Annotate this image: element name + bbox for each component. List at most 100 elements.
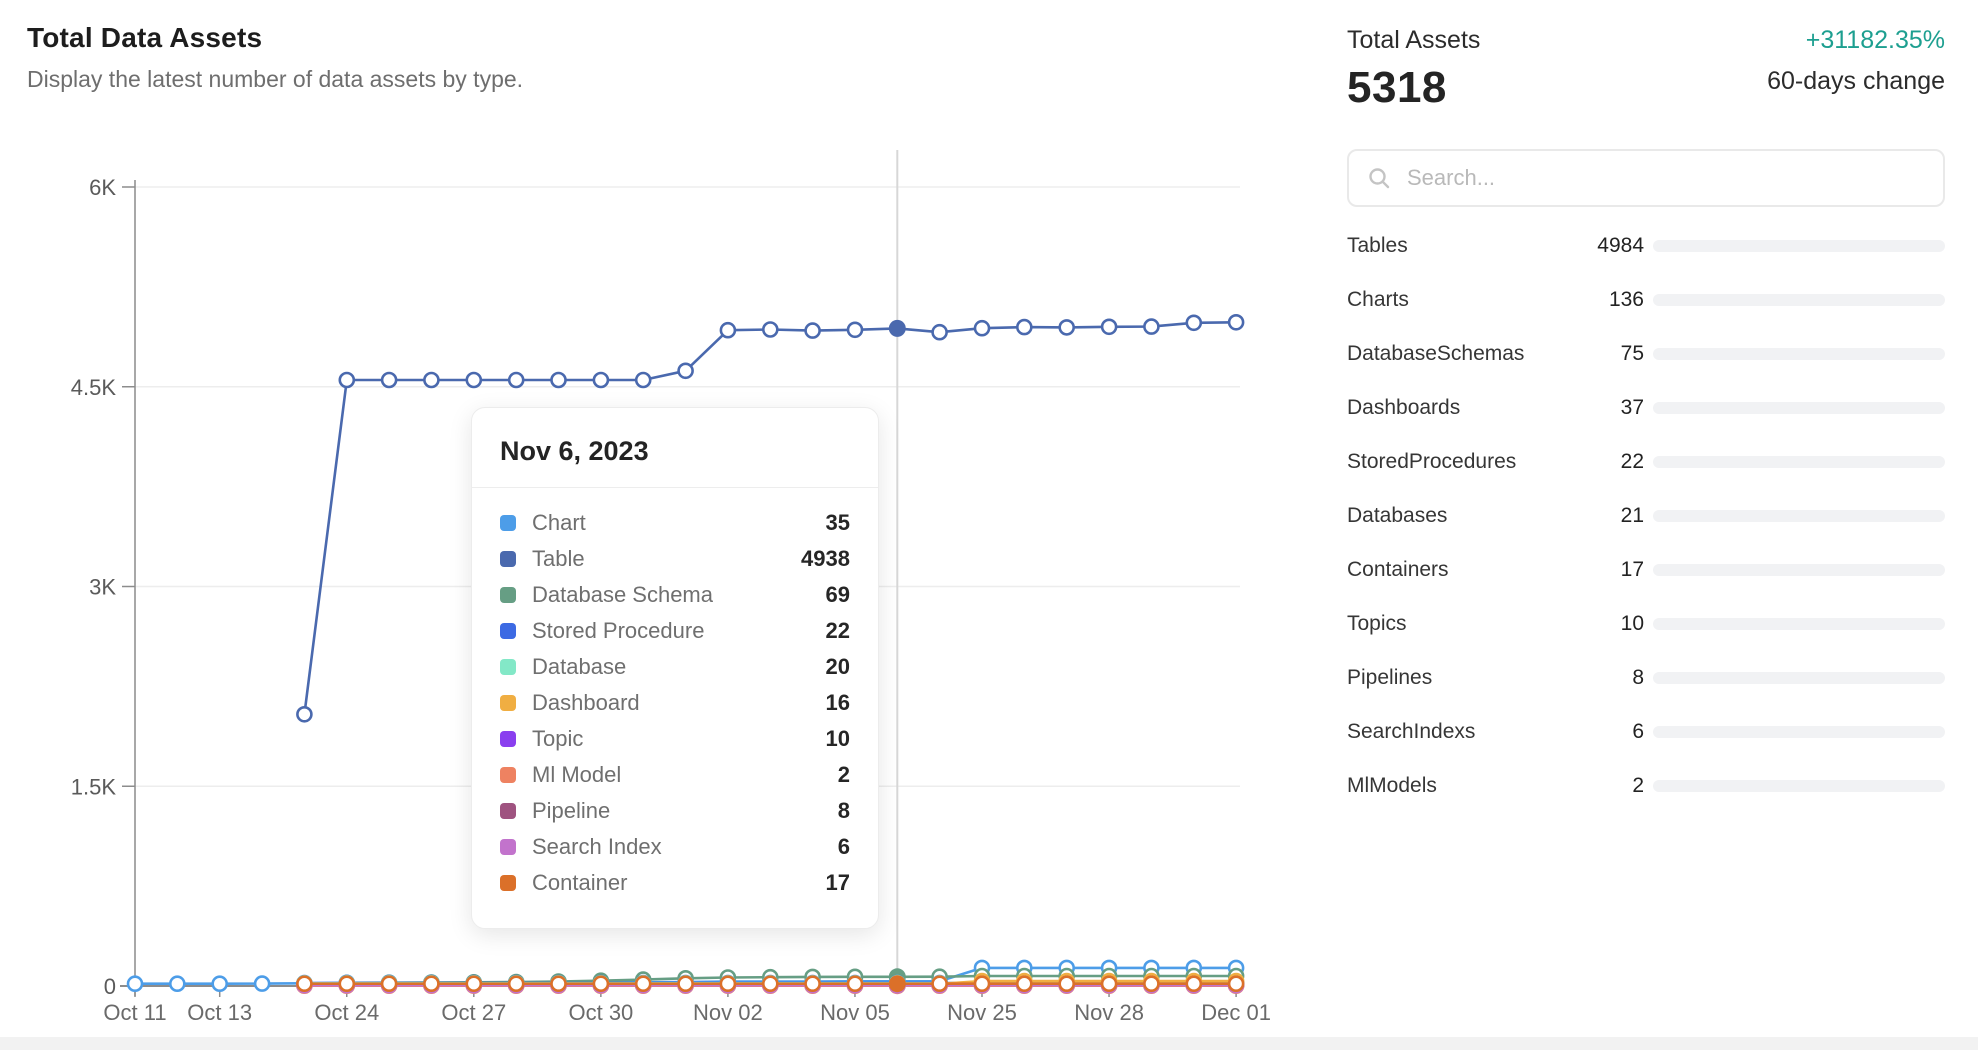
data-point bbox=[126, 975, 144, 993]
tooltip-date: Nov 6, 2023 bbox=[500, 436, 649, 466]
asset-type-count: 2 bbox=[1632, 774, 1644, 797]
data-point bbox=[634, 975, 652, 993]
data-point bbox=[169, 975, 186, 993]
tooltip-row: Container 17 bbox=[500, 870, 850, 895]
data-point bbox=[507, 975, 525, 993]
tooltip-series-value: 17 bbox=[825, 870, 850, 895]
tooltip-series-label: Topic bbox=[532, 726, 584, 751]
tooltip-series-value: 35 bbox=[825, 510, 850, 535]
asset-type-label: Pipelines bbox=[1347, 666, 1433, 689]
tooltip-series-value: 2 bbox=[837, 762, 850, 787]
highlighted-data-point bbox=[888, 319, 906, 337]
svg-text:0: 0 bbox=[104, 974, 116, 999]
svg-text:Oct 13: Oct 13 bbox=[187, 1000, 252, 1025]
asset-row-tables[interactable]: Tables 4984 bbox=[1347, 219, 1945, 273]
search-input[interactable] bbox=[1405, 164, 1925, 192]
tooltip-row: Database 20 bbox=[500, 654, 850, 679]
svg-text:Oct 30: Oct 30 bbox=[568, 1000, 633, 1025]
data-point bbox=[211, 975, 228, 993]
data-point bbox=[804, 322, 821, 339]
asset-type-label: Tables bbox=[1347, 234, 1408, 257]
data-point bbox=[719, 321, 737, 339]
tooltip-series-value: 8 bbox=[837, 798, 850, 823]
asset-row-databaseschemas[interactable]: DatabaseSchemas 75 bbox=[1347, 327, 1945, 381]
tooltip-series-label: Search Index bbox=[532, 834, 662, 859]
asset-row-topics[interactable]: Topics 10 bbox=[1347, 597, 1945, 651]
series-swatch-icon bbox=[500, 551, 516, 567]
svg-text:Nov 02: Nov 02 bbox=[693, 1000, 763, 1025]
tooltip-series-value: 69 bbox=[825, 582, 850, 607]
tooltip-rows: Chart 35 Table 4938 Database Schema 69 Stored … bbox=[500, 510, 850, 895]
svg-text:Nov 25: Nov 25 bbox=[947, 1000, 1017, 1025]
data-point bbox=[1143, 975, 1160, 993]
asset-row-charts[interactable]: Charts 136 bbox=[1347, 273, 1945, 327]
data-point bbox=[380, 371, 398, 389]
tooltip-series-value: 16 bbox=[825, 690, 850, 715]
asset-search-box[interactable] bbox=[1347, 149, 1945, 207]
tooltip-series-value: 10 bbox=[825, 726, 850, 751]
data-point bbox=[846, 975, 864, 993]
data-point bbox=[973, 319, 991, 337]
data-point bbox=[507, 371, 525, 389]
asset-type-label: SearchIndexs bbox=[1347, 720, 1476, 743]
data-point bbox=[634, 371, 652, 389]
tooltip-series-label: Container bbox=[532, 870, 628, 895]
tooltip-series-label: Dashboard bbox=[532, 690, 640, 715]
asset-type-label: Databases bbox=[1347, 504, 1448, 527]
series-table bbox=[296, 313, 1245, 723]
series-swatch-icon bbox=[500, 659, 516, 675]
svg-text:3K: 3K bbox=[89, 575, 116, 600]
svg-text:Nov 28: Nov 28 bbox=[1074, 1000, 1144, 1025]
data-point bbox=[338, 371, 356, 389]
asset-row-dashboards[interactable]: Dashboards 37 bbox=[1347, 381, 1945, 435]
tooltip-row: Database Schema 69 bbox=[500, 582, 850, 607]
series-swatch-icon bbox=[500, 695, 516, 711]
series-container bbox=[296, 975, 1245, 993]
asset-row-databases[interactable]: Databases 21 bbox=[1347, 489, 1945, 543]
data-point bbox=[592, 371, 610, 389]
change-block: +31182.35% 60-days change bbox=[1767, 26, 1945, 96]
change-period-label: 60-days change bbox=[1767, 67, 1945, 95]
data-point bbox=[465, 975, 483, 993]
assets-summary-panel: Total Assets 5318 +31182.35% 60-days cha… bbox=[1347, 0, 1945, 813]
tooltip-row: Search Index 6 bbox=[500, 834, 850, 859]
tooltip-row: Dashboard 16 bbox=[500, 690, 850, 715]
asset-type-label: Topics bbox=[1347, 612, 1407, 635]
svg-text:6K: 6K bbox=[89, 175, 116, 200]
asset-progress-bar bbox=[1653, 780, 1945, 792]
asset-row-mlmodels[interactable]: MlModels 2 bbox=[1347, 759, 1945, 813]
asset-type-label: StoredProcedures bbox=[1347, 450, 1517, 473]
tooltip-series-label: Stored Procedure bbox=[532, 618, 705, 643]
asset-progress-bar bbox=[1653, 672, 1945, 684]
data-point bbox=[338, 975, 356, 993]
page-title: Total Data Assets bbox=[27, 22, 263, 53]
tooltip-series-label: Database bbox=[532, 654, 627, 679]
panel-header: Total Assets 5318 +31182.35% 60-days cha… bbox=[1347, 26, 1945, 113]
total-assets-label: Total Assets bbox=[1347, 26, 1481, 54]
asset-type-count: 10 bbox=[1620, 612, 1644, 635]
data-point bbox=[296, 975, 313, 993]
asset-row-searchindexs[interactable]: SearchIndexs 6 bbox=[1347, 705, 1945, 759]
asset-row-containers[interactable]: Containers 17 bbox=[1347, 543, 1945, 597]
tooltip-series-label: Table bbox=[532, 546, 585, 571]
tooltip-series-label: Chart bbox=[532, 510, 586, 535]
data-point bbox=[1016, 318, 1033, 336]
asset-progress-bar bbox=[1653, 564, 1945, 576]
svg-text:4.5K: 4.5K bbox=[71, 375, 117, 400]
asset-type-count: 37 bbox=[1620, 396, 1644, 419]
data-point bbox=[1058, 975, 1075, 993]
highlighted-data-point bbox=[888, 975, 906, 993]
asset-row-storedprocedures[interactable]: StoredProcedures 22 bbox=[1347, 435, 1945, 489]
change-percent: +31182.35% bbox=[1805, 26, 1945, 54]
data-point bbox=[761, 321, 779, 338]
page-subtitle: Display the latest number of data assets… bbox=[27, 66, 524, 92]
series-swatch-icon bbox=[500, 803, 516, 819]
data-point bbox=[550, 975, 567, 993]
tooltip-series-label: Database Schema bbox=[532, 582, 713, 607]
series-swatch-icon bbox=[500, 731, 516, 747]
data-point bbox=[931, 323, 948, 341]
series-swatch-icon bbox=[500, 515, 516, 531]
asset-row-pipelines[interactable]: Pipelines 8 bbox=[1347, 651, 1945, 705]
tooltip-row: Ml Model 2 bbox=[500, 762, 850, 787]
